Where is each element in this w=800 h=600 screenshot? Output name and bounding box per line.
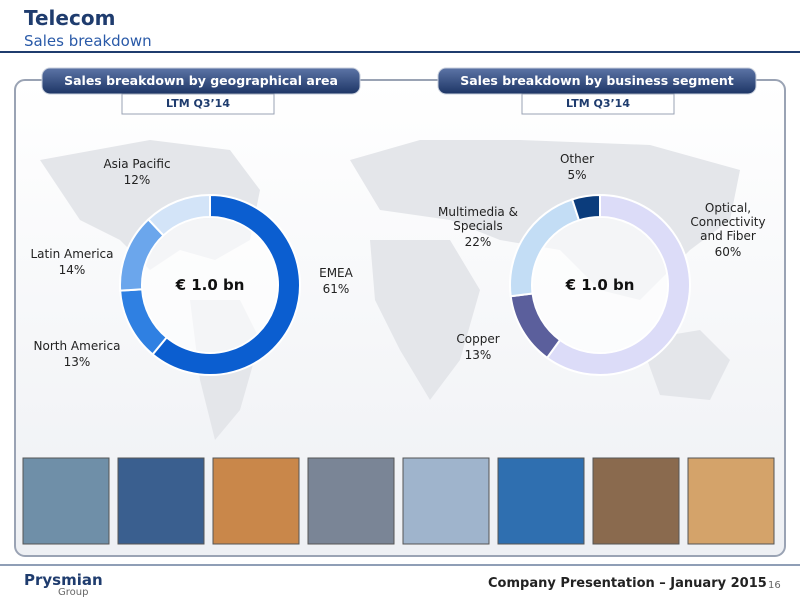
page-number: 16 xyxy=(768,580,781,591)
segment-value: 14% xyxy=(58,263,86,277)
segment-value: 60% xyxy=(714,245,742,259)
segment-label: Optical, Connectivity and Fiber xyxy=(690,201,766,243)
segment-value: 12% xyxy=(123,173,151,187)
logo: Prysmian xyxy=(24,571,103,589)
donut-segment xyxy=(545,193,691,376)
segment-label: Copper xyxy=(456,332,500,346)
logo-sub: Group xyxy=(58,587,89,598)
segment-value: 13% xyxy=(63,355,91,369)
segment-label: Latin America xyxy=(30,247,114,261)
segment-label: Asia Pacific xyxy=(103,157,171,171)
slide-subtitle: Sales breakdown xyxy=(24,32,152,50)
subtitle-box xyxy=(121,93,275,115)
segment-value: 5% xyxy=(567,168,587,182)
segment-value: 13% xyxy=(464,348,492,362)
donut-segment xyxy=(146,193,211,237)
donut-center xyxy=(143,218,277,352)
footer-text: Company Presentation – January 2015 xyxy=(488,576,767,591)
segment-value: 61% xyxy=(322,282,350,296)
center-label: € 1.0 bn xyxy=(175,276,245,294)
chart-title: Sales breakdown by geographical area xyxy=(64,73,338,88)
donut-center xyxy=(533,218,667,352)
segment-label: Multimedia & Specials xyxy=(438,205,518,233)
chart-subtitle: LTM Q3’14 xyxy=(166,97,230,110)
donut-segment xyxy=(151,193,301,376)
chart-subtitle: LTM Q3’14 xyxy=(566,97,630,110)
segment-label: North America xyxy=(33,339,121,353)
segment-label: Other xyxy=(559,152,595,166)
center-label: € 1.0 bn xyxy=(565,276,635,294)
subtitle-box xyxy=(521,93,675,115)
donut-segment xyxy=(570,193,601,222)
segment-label: EMEA xyxy=(319,266,353,280)
segment-value: 22% xyxy=(464,235,492,249)
slide-title: Telecom xyxy=(24,6,116,30)
photo-strip xyxy=(22,457,775,545)
chart-title: Sales breakdown by business segment xyxy=(460,73,734,88)
